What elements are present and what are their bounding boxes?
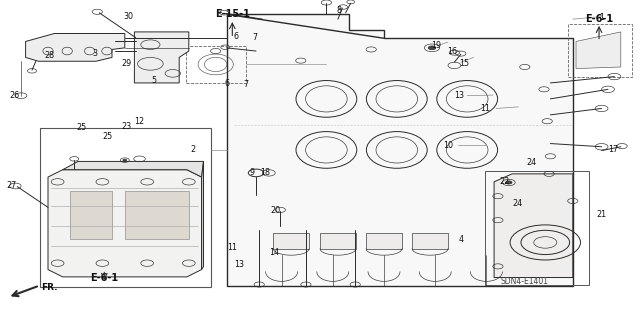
Bar: [40, 128, 211, 287]
Text: 8: 8: [337, 6, 342, 15]
Circle shape: [123, 159, 127, 161]
Text: 27: 27: [6, 181, 17, 190]
Text: 10: 10: [443, 141, 453, 150]
Text: 20: 20: [270, 206, 280, 215]
Text: E-6-1: E-6-1: [585, 13, 613, 24]
Text: 24: 24: [526, 158, 536, 167]
Polygon shape: [412, 233, 448, 249]
Polygon shape: [576, 32, 621, 69]
Text: SDN4-E1401: SDN4-E1401: [500, 277, 548, 286]
Text: 25: 25: [102, 132, 113, 141]
Polygon shape: [48, 170, 202, 277]
Bar: [186, 46, 246, 83]
Text: 21: 21: [596, 210, 607, 219]
Text: 11: 11: [227, 243, 237, 252]
Text: 26: 26: [9, 91, 19, 100]
Text: 23: 23: [122, 122, 132, 131]
Text: 3: 3: [92, 49, 97, 58]
Text: 13: 13: [454, 91, 465, 100]
Text: 25: 25: [77, 123, 87, 132]
Text: 19: 19: [431, 41, 442, 50]
Polygon shape: [63, 161, 204, 177]
Text: 13: 13: [234, 260, 244, 269]
Text: 4: 4: [458, 235, 463, 244]
Text: E-6-1: E-6-1: [90, 272, 118, 283]
Text: 22: 22: [499, 177, 509, 186]
Text: 2: 2: [191, 145, 196, 154]
Text: 30: 30: [123, 12, 133, 21]
Text: 6: 6: [224, 79, 229, 88]
Text: 11: 11: [480, 104, 490, 113]
Text: 7: 7: [243, 80, 248, 89]
Text: 9: 9: [250, 168, 255, 177]
Polygon shape: [202, 161, 204, 270]
Text: 29: 29: [122, 59, 132, 68]
Text: 1: 1: [599, 13, 604, 22]
Text: 28: 28: [45, 51, 55, 60]
Polygon shape: [70, 191, 112, 239]
Text: 6: 6: [233, 32, 238, 41]
Polygon shape: [134, 32, 189, 83]
Bar: [568, 24, 632, 77]
Text: 5: 5: [151, 76, 156, 85]
Text: 17: 17: [608, 145, 618, 154]
Text: 24: 24: [512, 199, 522, 208]
Polygon shape: [320, 233, 356, 249]
Text: 16: 16: [447, 47, 457, 56]
Text: 18: 18: [260, 168, 270, 177]
Text: 12: 12: [134, 117, 145, 126]
Polygon shape: [494, 174, 573, 278]
Polygon shape: [366, 233, 402, 249]
Polygon shape: [26, 33, 125, 61]
Circle shape: [506, 181, 512, 184]
Polygon shape: [227, 14, 573, 286]
Polygon shape: [125, 191, 189, 239]
Text: 15: 15: [460, 59, 470, 68]
Circle shape: [428, 46, 436, 50]
Text: 7: 7: [252, 33, 257, 42]
Polygon shape: [273, 233, 309, 249]
Bar: [485, 171, 589, 285]
Text: FR.: FR.: [42, 283, 58, 292]
Text: 14: 14: [269, 248, 279, 257]
Text: E-15-1: E-15-1: [215, 9, 250, 19]
